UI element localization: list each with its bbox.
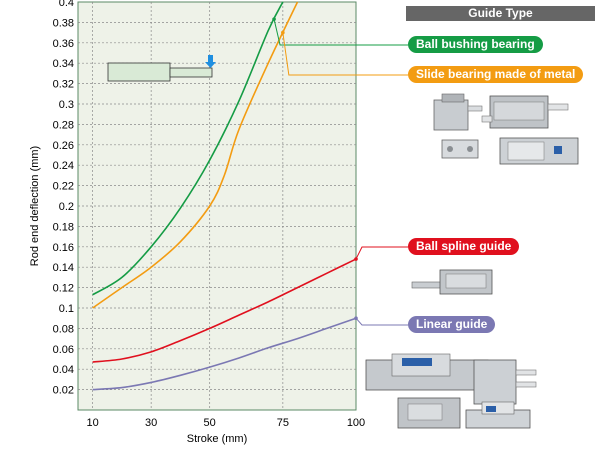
linear-guides-photo — [365, 353, 537, 429]
x-tick-label: 75 — [277, 417, 289, 429]
legend-linear-guide: Linear guide — [408, 316, 496, 333]
legend-slide-bearing-metal: Slide bearing made of metal — [408, 66, 584, 83]
y-tick-labels: 0.02 0.04 0.06 0.08 0.1 0.12 0.14 0.16 0.18 0.2 0.… — [53, 0, 74, 397]
y-tick-label: 0.18 — [53, 221, 74, 233]
y-tick-label: 0.16 — [53, 242, 74, 254]
y-tick-label: 0.2 — [59, 201, 74, 213]
y-tick-label: 0.28 — [53, 119, 74, 131]
series-line-linear-guide — [92, 317, 357, 391]
connector-linear-guide — [355, 317, 408, 326]
connector-slide-bearing — [282, 32, 408, 76]
x-tick-label: 30 — [145, 417, 157, 429]
y-tick-label: 0.12 — [53, 283, 74, 295]
series-line-ball-spline — [92, 258, 357, 363]
y-tick-label: 0.08 — [53, 323, 74, 335]
x-tick-label: 10 — [87, 417, 99, 429]
x-tick-label: 50 — [204, 417, 216, 429]
cylinder-rod-shape — [169, 67, 213, 78]
connector-ball-spline — [355, 246, 408, 260]
y-tick-label: 0.22 — [53, 181, 74, 193]
connector-dot — [354, 257, 358, 261]
x-tick-labels: 10 30 50 75 100 — [87, 417, 366, 429]
linear-guide-unit-2-shape — [473, 359, 537, 405]
slide-unit-2-shape — [481, 95, 569, 129]
x-axis-label: Stroke (mm) — [187, 433, 248, 445]
series-line-slide-bearing — [92, 1, 299, 309]
connector-dot — [281, 30, 285, 35]
y-tick-label: 0.26 — [53, 140, 74, 152]
slide-unit-4-shape — [499, 137, 579, 165]
y-tick-label: 0.3 — [59, 99, 74, 111]
y-tick-label: 0.4 — [59, 0, 74, 9]
y-tick-label: 0.34 — [53, 58, 74, 70]
legend-connectors — [272, 17, 408, 326]
linear-guide-unit-4-shape — [465, 401, 531, 429]
y-tick-label: 0.02 — [53, 385, 74, 397]
legend-ball-spline-guide: Ball spline guide — [408, 238, 520, 255]
cylinder-body-shape — [107, 62, 171, 82]
legend-ball-bushing-bearing: Ball bushing bearing — [408, 36, 543, 53]
series-line-ball-bushing — [92, 1, 284, 296]
load-arrow-icon — [205, 55, 216, 68]
connector-dot — [354, 316, 358, 321]
connector-ball-bushing — [273, 19, 408, 46]
y-tick-label: 0.24 — [53, 160, 74, 172]
y-tick-label: 0.38 — [53, 17, 74, 29]
y-tick-label: 0.06 — [53, 344, 74, 356]
y-tick-label: 0.1 — [59, 303, 74, 315]
slide-units-photo — [433, 93, 579, 165]
y-tick-label: 0.04 — [53, 364, 74, 376]
series-lines — [92, 1, 357, 391]
cantilever-diagram — [107, 55, 216, 82]
x-tick-label: 100 — [347, 417, 365, 429]
connector-dot — [272, 17, 276, 21]
y-tick-label: 0.32 — [53, 79, 74, 91]
y-tick-label: 0.36 — [53, 38, 74, 50]
slide-unit-3-shape — [441, 139, 479, 159]
slide-unit-1-shape — [433, 93, 483, 131]
y-axis-label: Rod end deflection (mm) — [29, 146, 41, 266]
y-tick-label: 0.14 — [53, 262, 74, 274]
ball-spline-guide-photo — [411, 269, 493, 295]
guide-type-header: Guide Type — [406, 6, 595, 21]
linear-guide-unit-1-shape — [365, 353, 489, 391]
linear-guide-unit-3-shape — [397, 397, 461, 429]
